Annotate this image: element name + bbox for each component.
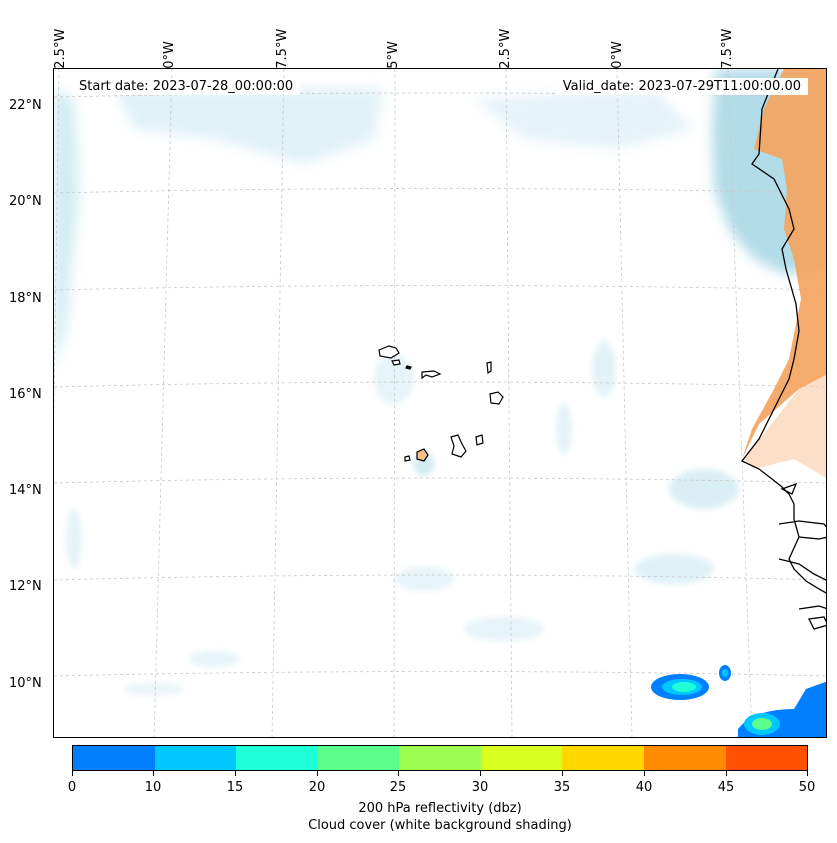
cloud-southwest bbox=[189, 651, 239, 667]
reflectivity-cell-2-core bbox=[722, 669, 728, 677]
lat-label-22n: 22°N bbox=[9, 98, 42, 113]
island-maio bbox=[475, 434, 484, 446]
colorbar-tick-label: 15 bbox=[226, 780, 244, 795]
island-brava bbox=[404, 455, 411, 462]
island-sao-nicolau bbox=[421, 370, 442, 380]
island-santiago bbox=[450, 434, 467, 458]
colorbar-tick bbox=[153, 771, 154, 776]
cloud-island-1 bbox=[374, 354, 414, 404]
valid-date-label: Valid_date: 2023-07-29T11:00:00.00 bbox=[555, 78, 808, 95]
colorbar-tick bbox=[235, 771, 236, 776]
colorbar-tick-label: 10 bbox=[144, 780, 162, 795]
colorbar-segment-0-10 bbox=[73, 746, 155, 770]
colorbar-title: 200 hPa reflectivity (dbz) bbox=[358, 801, 522, 816]
cloud-north-band-2 bbox=[474, 89, 694, 149]
colorbar-subtitle: Cloud cover (white background shading) bbox=[308, 818, 572, 833]
island-santo-antao bbox=[378, 345, 400, 359]
reflectivity-cell-3-core bbox=[752, 718, 772, 730]
colorbar-tick bbox=[398, 771, 399, 776]
reflectivity-cells bbox=[651, 665, 826, 737]
island-boa-vista bbox=[489, 391, 504, 405]
colorbar-segment-25-30 bbox=[399, 746, 481, 770]
cloud-south-2 bbox=[464, 617, 544, 641]
colorbar-tick bbox=[726, 771, 727, 776]
cloud-east-2 bbox=[634, 554, 714, 584]
cloud-center-2 bbox=[556, 404, 572, 454]
island-fogo bbox=[416, 448, 429, 462]
colorbar-tick bbox=[480, 771, 481, 776]
colorbar-segment-30-35 bbox=[480, 746, 563, 770]
island-sao-vicente bbox=[391, 359, 401, 366]
lat-label-10n: 10°N bbox=[9, 676, 42, 691]
colorbar-tick-label: 45 bbox=[717, 780, 735, 795]
colorbar-tick bbox=[562, 771, 563, 776]
colorbar-tick bbox=[807, 771, 808, 776]
lat-label-20n: 20°N bbox=[9, 194, 42, 209]
colorbar-tick-label: 20 bbox=[308, 780, 326, 795]
lat-label-14n: 14°N bbox=[9, 483, 42, 498]
map-canvas bbox=[54, 69, 826, 737]
graticule bbox=[54, 69, 826, 737]
cloud-south-1 bbox=[394, 567, 454, 591]
colorbar-tick-label: 25 bbox=[389, 780, 407, 795]
colorbar-segment-10-15 bbox=[154, 746, 237, 770]
colorbar-tick-label: 35 bbox=[553, 780, 571, 795]
colorbar-segment-40-45 bbox=[643, 746, 726, 770]
colorbar-segment-15-20 bbox=[236, 746, 318, 770]
colorbar-segment-35-40 bbox=[562, 746, 644, 770]
colorbar-segment-45-50 bbox=[725, 746, 808, 770]
cloud-center-1 bbox=[592, 341, 616, 397]
cape-verde-islands bbox=[378, 345, 504, 462]
coastline bbox=[740, 69, 826, 630]
cloud-cover-shading bbox=[54, 69, 826, 696]
cloud-west-1 bbox=[66, 509, 82, 569]
island-sal bbox=[486, 361, 492, 375]
lat-label-16n: 16°N bbox=[9, 387, 42, 402]
land-shading-africa bbox=[742, 69, 826, 459]
colorbar-tick bbox=[317, 771, 318, 776]
cloud-east-1 bbox=[669, 469, 739, 509]
cloud-nw-strip bbox=[54, 89, 79, 369]
lat-label-18n: 18°N bbox=[9, 291, 42, 306]
lat-label-12n: 12°N bbox=[9, 579, 42, 594]
land-shading-africa-fade bbox=[744, 375, 826, 478]
colorbar-tick bbox=[644, 771, 645, 776]
colorbar-tick-label: 40 bbox=[635, 780, 653, 795]
cloud-southwest-2 bbox=[124, 682, 184, 696]
start-date-label: Start date: 2023-07-28_00:00:00 bbox=[72, 78, 301, 95]
colorbar-tick bbox=[72, 771, 73, 776]
colorbar-tick-label: 0 bbox=[67, 780, 77, 795]
colorbar-segment-20-25 bbox=[317, 746, 400, 770]
colorbar-tick-label: 50 bbox=[798, 780, 816, 795]
map-panel: Start date: 2023-07-28_00:00:00 Valid_da… bbox=[53, 68, 827, 738]
reflectivity-cell-1-core bbox=[672, 682, 696, 692]
cloud-north-band bbox=[114, 89, 384, 164]
colorbar-tick-label: 30 bbox=[471, 780, 489, 795]
island-santa-luzia bbox=[405, 365, 412, 370]
reflectivity-colorbar bbox=[72, 745, 808, 771]
